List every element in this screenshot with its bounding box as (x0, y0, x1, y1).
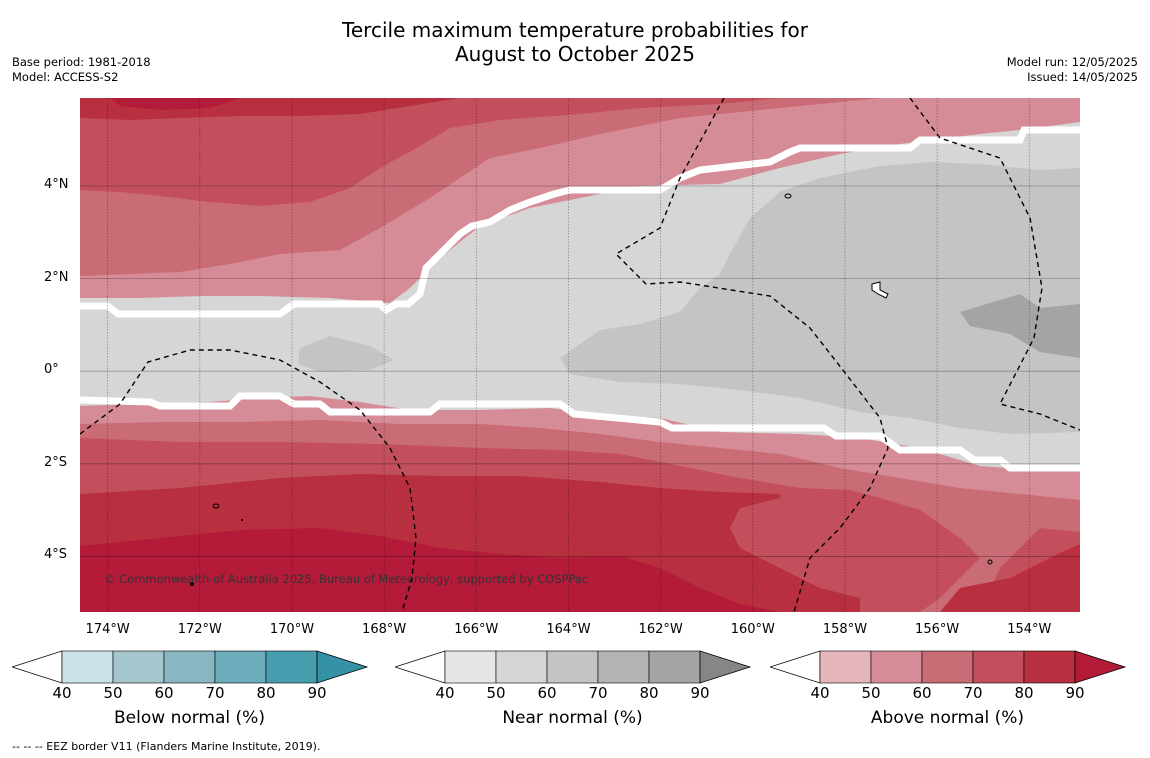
longitude-tick-label: 166°W (454, 622, 499, 637)
south-above-90 (80, 528, 780, 612)
eez-borders (80, 98, 1080, 612)
colorbar-tick-label: 40 (435, 684, 455, 702)
model-run-date: Model run: 12/05/2025 (1006, 55, 1138, 69)
colorbar-segment (972, 650, 1025, 684)
colorbar-segment (163, 650, 216, 684)
colorbar-tick-label: 60 (154, 684, 174, 702)
issued-date: Issued: 14/05/2025 (1027, 70, 1138, 84)
colorbar-tick-label: 90 (1065, 684, 1085, 702)
longitude-tick-label: 162°W (638, 622, 683, 637)
colorbar-segment (1023, 650, 1076, 684)
colorbar-segment (214, 650, 267, 684)
colorbar (395, 650, 752, 684)
colorbar-segment (444, 650, 497, 684)
colorbar-tick-label: 80 (256, 684, 276, 702)
longitude-tick-label: 158°W (822, 622, 868, 637)
colorbar (770, 650, 1127, 684)
colorbar-tick-label: 90 (690, 684, 710, 702)
colorbar-under-triangle (395, 650, 446, 684)
longitude-tick-label: 174°W (85, 622, 130, 637)
latitude-tick-label: 2°S (44, 454, 68, 470)
colorbar-over-triangle (316, 650, 369, 684)
longitude-tick-label: 170°W (269, 622, 315, 637)
colorbar-segment (870, 650, 923, 684)
longitude-tick-label: 168°W (362, 622, 407, 637)
eez-footnote: -- -- -- EEZ border V11 (Flanders Marine… (12, 740, 321, 753)
colorbar-tick-label: 50 (486, 684, 506, 702)
colorbar-segment (112, 650, 165, 684)
longitude-tick-label: 154°W (1007, 622, 1052, 637)
colorbar (12, 650, 369, 684)
colorbar-segment (597, 650, 650, 684)
latitude-tick-label: 4°S (44, 547, 68, 563)
eez-border-west (80, 349, 417, 612)
near-normal-60-centre (560, 162, 1080, 434)
longitude-tick-label: 164°W (546, 622, 591, 637)
island-se (987, 559, 993, 565)
north-above-70 (80, 98, 780, 206)
colorbar-under-triangle (12, 650, 63, 684)
copyright-notice: © Commonwealth of Australia 2025, Bureau… (104, 572, 589, 586)
island-small-2 (190, 582, 194, 586)
longitude-tick-label: 172°W (177, 622, 222, 637)
colorbar-segment (546, 650, 599, 684)
colorbar-tick-label: 80 (1014, 684, 1034, 702)
colorbar-segment (648, 650, 701, 684)
colorbar-title: Near normal (%) (502, 708, 643, 728)
north-boundary-line (80, 126, 1080, 318)
title-line-2: August to October 2025 (454, 42, 696, 66)
colorbar-title: Below normal (%) (114, 708, 265, 728)
model-name: Model: ACCESS-S2 (12, 70, 119, 84)
colorbar-segment (921, 650, 974, 684)
longitude-tick-label: 156°W (915, 622, 960, 637)
map-canvas (80, 98, 1080, 612)
colorbar-tick-label: 50 (103, 684, 123, 702)
island-kiritimati (871, 281, 889, 299)
colorbar-tick-label: 50 (861, 684, 881, 702)
colorbar-title: Above normal (%) (870, 708, 1025, 728)
eez-border-central (614, 98, 889, 612)
colorbar-segment (819, 650, 872, 684)
latitude-tick-label: 0° (44, 362, 59, 378)
island-small-1 (241, 519, 243, 521)
island-nw-atoll (784, 193, 792, 199)
colorbar-segment (61, 650, 114, 684)
near-normal-70 (960, 294, 1080, 358)
colorbar-segment (495, 650, 548, 684)
colorbar-tick-label: 40 (810, 684, 830, 702)
colorbar-tick-label: 70 (205, 684, 225, 702)
island-sw-atoll (212, 503, 220, 509)
south-boundary-line (80, 392, 1080, 472)
base-period-info: Base period: 1981-2018 Model: ACCESS-S2 (12, 55, 151, 85)
probability-map (80, 98, 1080, 612)
near-normal-60-west (298, 336, 394, 372)
colorbar-over-triangle (699, 650, 752, 684)
latitude-tick-label: 2°N (44, 269, 69, 285)
latitude-tick-label: 4°N (44, 176, 69, 192)
colorbar-tick-label: 80 (639, 684, 659, 702)
map-title: Tercile maximum temperature probabilitie… (0, 18, 1150, 66)
run-info: Model run: 12/05/2025 Issued: 14/05/2025 (1007, 55, 1138, 85)
south-above-80-east (940, 544, 1080, 612)
colorbar-tick-label: 40 (52, 684, 72, 702)
colorbar-tick-label: 60 (537, 684, 557, 702)
colorbar-tick-label: 70 (963, 684, 983, 702)
gridlines (80, 98, 1080, 612)
colorbar-over-triangle (1074, 650, 1127, 684)
base-period: Base period: 1981-2018 (12, 55, 151, 69)
colorbar-under-triangle (770, 650, 821, 684)
colorbar-tick-label: 60 (912, 684, 932, 702)
colorbar-tick-label: 70 (588, 684, 608, 702)
title-line-1: Tercile maximum temperature probabilitie… (342, 18, 808, 42)
north-above-90 (110, 98, 240, 110)
colorbar-tick-label: 90 (307, 684, 327, 702)
colorbar-segment (265, 650, 318, 684)
longitude-tick-label: 160°W (730, 622, 775, 637)
